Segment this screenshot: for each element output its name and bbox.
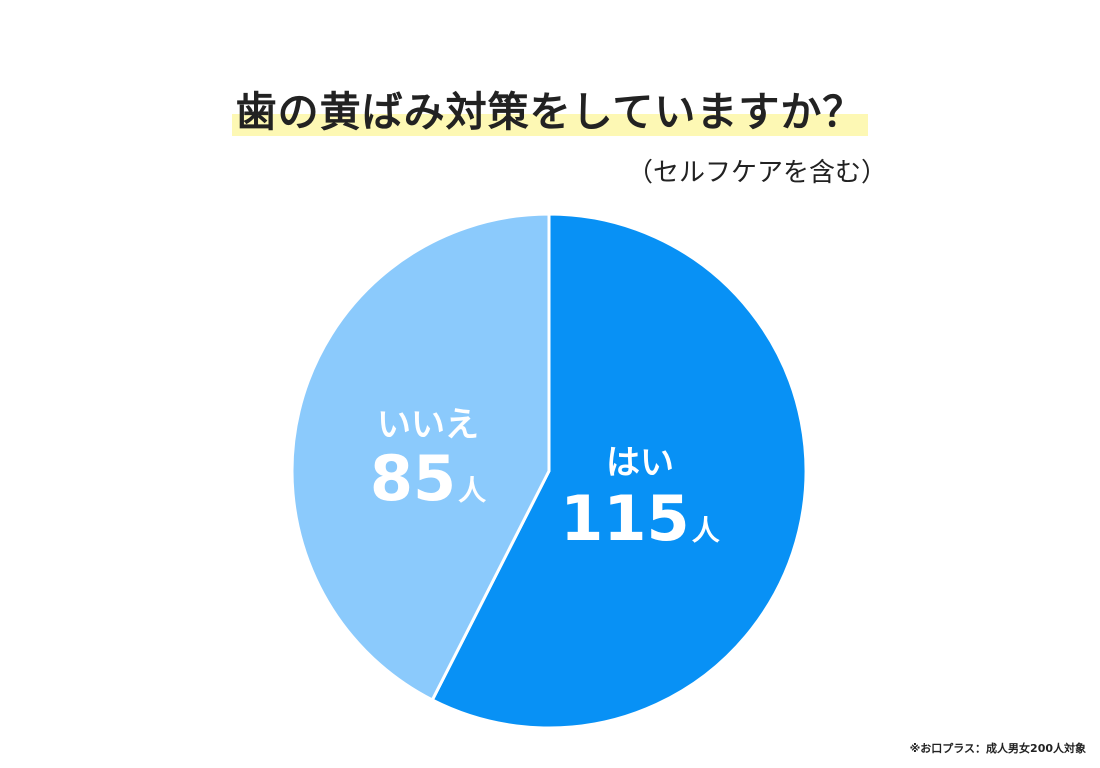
- slice-label-yes: はい: [606, 443, 674, 483]
- slice-value-number-yes: 115: [560, 482, 689, 555]
- chart-title-text: 歯の黄ばみ対策をしていますか？: [235, 88, 865, 136]
- pie-slice-no: [290, 212, 551, 702]
- slice-value-yes: 115人: [560, 482, 719, 555]
- title-highlight: [231, 114, 869, 136]
- pie-slice-yes: [430, 212, 808, 730]
- source-note: ※お口プラス：成人男女200人対象: [909, 742, 1086, 755]
- slice-value-unit-no: 人: [458, 474, 486, 507]
- chart-title: 歯の黄ばみ対策をしていますか？: [231, 84, 869, 140]
- slice-value-number-no: 85: [370, 442, 456, 515]
- chart-subtitle: （セルフケアを含む）: [626, 158, 887, 188]
- slice-label-no: いいえ: [377, 405, 479, 445]
- slice-value-no: 85人: [370, 442, 486, 515]
- slice-value-unit-yes: 人: [692, 514, 720, 547]
- chart-title-wrap: 歯の黄ばみ対策をしていますか？: [0, 84, 1100, 140]
- pie-slices: [290, 212, 808, 730]
